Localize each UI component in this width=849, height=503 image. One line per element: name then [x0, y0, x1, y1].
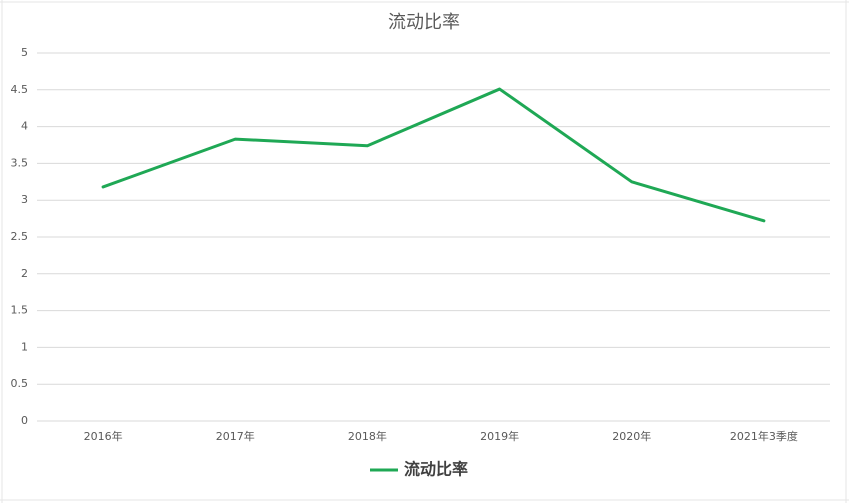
x-tick-label: 2018年 [348, 429, 387, 443]
y-tick-label: 0.5 [11, 377, 29, 390]
x-tick-label: 2016年 [84, 429, 123, 443]
x-tick-label: 2021年3季度 [730, 429, 798, 443]
y-tick-label: 4 [21, 120, 28, 133]
y-tick-label: 2 [21, 267, 28, 280]
chart-title: 流动比率 [388, 12, 460, 33]
data-line [101, 87, 766, 223]
y-tick-label: 3.5 [11, 156, 29, 169]
y-tick-label: 5 [21, 46, 28, 59]
x-tick-label: 2019年 [480, 429, 519, 443]
y-tick-label: 0 [21, 414, 28, 427]
x-tick-label: 2020年 [612, 429, 651, 443]
y-tick-label: 2.5 [11, 230, 29, 243]
y-tick-label: 1 [21, 340, 28, 353]
y-tick-label: 3 [21, 193, 28, 206]
y-tick-label: 4.5 [11, 83, 29, 96]
y-tick-label: 1.5 [11, 304, 29, 317]
legend-label: 流动比率 [404, 460, 468, 479]
x-tick-label: 2017年 [216, 429, 255, 443]
